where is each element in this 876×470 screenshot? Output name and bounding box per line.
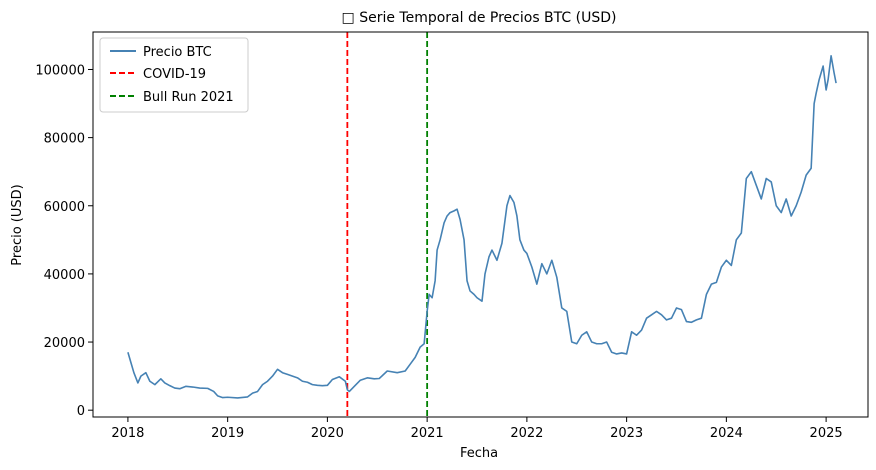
x-tick-label: 2021: [411, 426, 444, 441]
legend-box: [99, 37, 249, 113]
y-tick-label: 100000: [35, 63, 85, 78]
legend-label-bullrun: Bull Run 2021: [143, 90, 234, 105]
y-tick-label: 80000: [44, 132, 85, 147]
legend: Precio BTC COVID-19 Bull Run 2021: [99, 37, 249, 113]
legend-label-covid: COVID-19: [143, 67, 206, 82]
x-tick-label: 2022: [510, 426, 543, 441]
x-tick-label: 2019: [211, 426, 244, 441]
legend-label-price: Precio BTC: [143, 45, 212, 60]
x-axis: 2018 2019 2020 2021 2022 2023 2024 2025: [111, 417, 843, 441]
x-tick-label: 2020: [311, 426, 344, 441]
reference-lines: [346, 32, 429, 417]
x-tick-label: 2025: [810, 426, 843, 441]
y-axis-label: Precio (USD): [10, 184, 25, 265]
y-tick-label: 0: [77, 404, 85, 419]
chart-title: □ Serie Temporal de Precios BTC (USD): [342, 10, 617, 26]
x-axis-label: Fecha: [460, 446, 498, 461]
x-tick-label: 2018: [111, 426, 144, 441]
y-tick-label: 40000: [44, 268, 85, 283]
y-tick-label: 20000: [44, 336, 85, 351]
y-axis: 0 20000 40000 60000 80000 100000: [35, 63, 93, 419]
series-layer: [127, 55, 837, 399]
x-tick-label: 2023: [610, 426, 643, 441]
series-line-precio-btc: [127, 55, 837, 399]
x-tick-label: 2024: [710, 426, 743, 441]
y-tick-label: 60000: [44, 200, 85, 215]
plot-area-frame: [92, 31, 869, 418]
